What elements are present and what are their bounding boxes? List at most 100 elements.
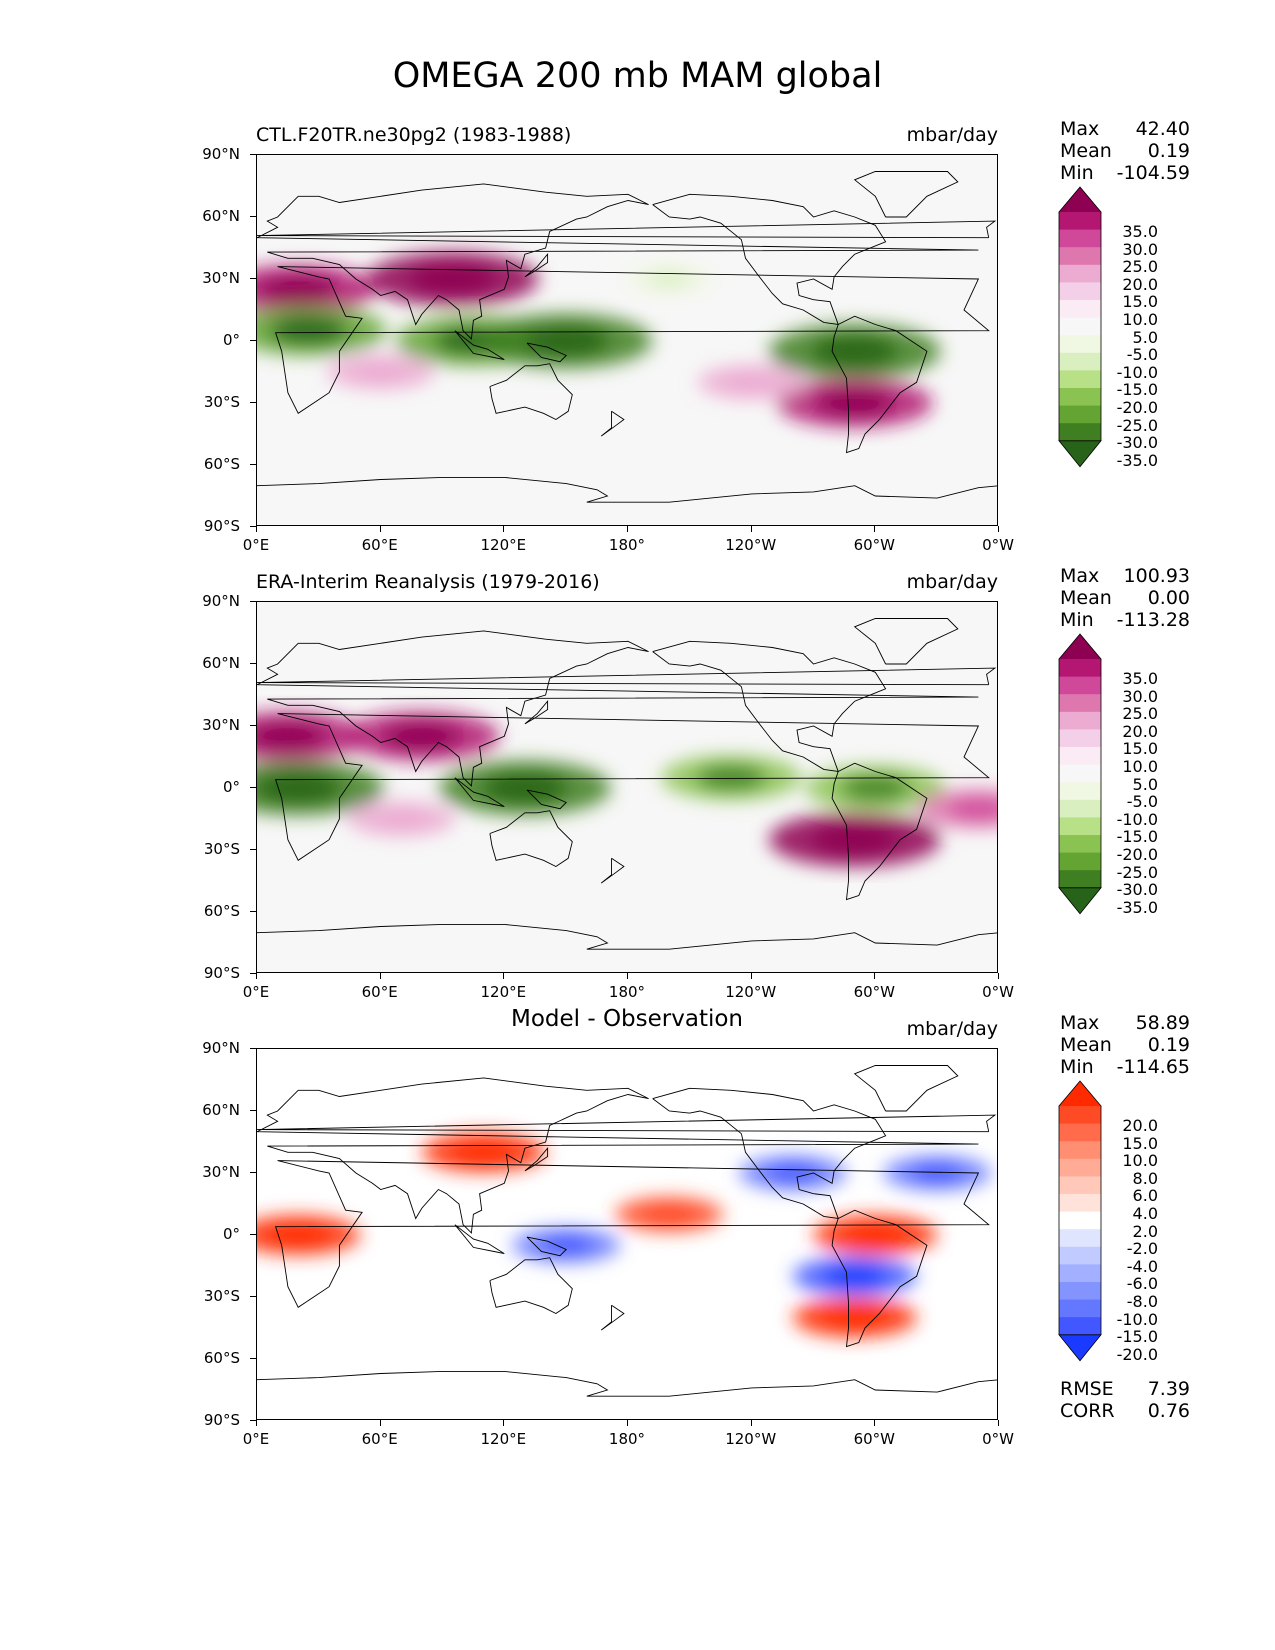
field-feature-core bbox=[823, 1306, 886, 1329]
panel-stats: Max 100.93 Mean 0.00 Min -113.28 bbox=[1060, 565, 1190, 631]
colorbar-label: 10.0 bbox=[1122, 310, 1158, 329]
colorbar-label: -30.0 bbox=[1116, 433, 1158, 453]
coastline bbox=[454, 1224, 505, 1255]
colorbar-label: 15.0 bbox=[1122, 292, 1158, 312]
x-tick-label: 60°W bbox=[853, 536, 895, 554]
colorbar-label: 6.0 bbox=[1132, 1186, 1158, 1206]
field-feature-core bbox=[539, 1235, 594, 1255]
y-tick-label: 60°N bbox=[202, 207, 240, 225]
colorbar-label: -10.0 bbox=[1116, 362, 1158, 382]
x-tick-mark bbox=[503, 1420, 505, 1426]
colorbar-segment bbox=[1059, 676, 1101, 695]
coastline bbox=[853, 1065, 959, 1112]
field-feature-core bbox=[724, 372, 779, 392]
colorbar-label: 2.0 bbox=[1132, 1221, 1158, 1241]
y-tick-mark bbox=[250, 1172, 256, 1173]
field-feature-core bbox=[811, 824, 898, 855]
coastline bbox=[489, 810, 573, 868]
colorbar-label: 20.0 bbox=[1122, 1116, 1158, 1135]
colorbar-container: 20.0 15.0 10.0 8.0 6.0 4.0 2.0 -2.0 -4.0 -6.0 -8.0… bbox=[1058, 1080, 1158, 1367]
y-tick-mark bbox=[250, 402, 256, 403]
colorbar-segment bbox=[1059, 799, 1101, 818]
stat-max: 58.89 bbox=[1135, 1012, 1190, 1034]
y-tick-mark bbox=[250, 601, 256, 602]
colorbar-segment bbox=[1059, 782, 1101, 801]
coastline bbox=[257, 183, 979, 340]
x-tick-label: 60°E bbox=[361, 536, 398, 554]
colorbar-label: 5.0 bbox=[1132, 327, 1158, 347]
colorbar-segment bbox=[1059, 1106, 1101, 1125]
stat-min-label: Min bbox=[1060, 1056, 1094, 1078]
stat-min: -113.28 bbox=[1116, 609, 1190, 631]
coastline bbox=[831, 315, 928, 454]
stat-mean: 0.00 bbox=[1147, 587, 1190, 609]
colorbar-segment bbox=[1059, 300, 1101, 319]
x-tick-mark bbox=[998, 973, 999, 979]
coastline bbox=[600, 1304, 625, 1331]
rmse-label: RMSE bbox=[1060, 1378, 1114, 1400]
coastline bbox=[274, 713, 990, 861]
field-feature-core bbox=[409, 263, 496, 295]
panel-units: mbar/day bbox=[906, 571, 998, 593]
y-tick-mark bbox=[250, 1358, 256, 1359]
coastline bbox=[524, 1146, 549, 1172]
x-tick-mark bbox=[627, 526, 628, 532]
y-tick-label: 30°N bbox=[202, 1163, 240, 1181]
colorbar-extend-top bbox=[1058, 633, 1102, 661]
colorbar-segment bbox=[1059, 729, 1101, 748]
rmse-value: 7.39 bbox=[1147, 1378, 1190, 1400]
colorbar-label: 8.0 bbox=[1132, 1168, 1158, 1188]
x-tick-label: 0°W bbox=[982, 536, 1014, 554]
panel-title: ERA-Interim Reanalysis (1979-2016) bbox=[256, 571, 600, 593]
field-feature-core bbox=[696, 765, 767, 791]
colorbar-label: -4.0 bbox=[1126, 1256, 1158, 1276]
coastline bbox=[274, 1160, 990, 1308]
x-tick-label: 60°E bbox=[361, 1430, 398, 1448]
colorbar-label: -15.0 bbox=[1116, 827, 1158, 847]
y-tick-label: 30°N bbox=[202, 269, 240, 287]
y-tick-label: 0° bbox=[222, 331, 240, 349]
colorbar-segment bbox=[1059, 1282, 1101, 1301]
y-tick-label: 60°N bbox=[202, 1101, 240, 1119]
stat-min-label: Min bbox=[1060, 162, 1094, 184]
colorbar-label: 5.0 bbox=[1132, 774, 1158, 794]
y-tick-mark bbox=[250, 1420, 256, 1421]
x-tick-label: 120°W bbox=[725, 536, 777, 554]
field-feature-core bbox=[481, 772, 568, 804]
y-tick-label: 90°N bbox=[202, 592, 240, 610]
panel-units: mbar/day bbox=[906, 124, 998, 146]
field-feature-core bbox=[815, 389, 894, 417]
y-tick-mark bbox=[250, 216, 256, 217]
x-tick-mark bbox=[503, 526, 505, 532]
colorbar-label: -35.0 bbox=[1116, 897, 1158, 917]
y-tick-label: 60°N bbox=[202, 654, 240, 672]
x-tick-mark bbox=[750, 973, 752, 979]
x-tick-label: 0°E bbox=[242, 983, 270, 1001]
x-tick-label: 60°W bbox=[853, 983, 895, 1001]
field-feature-core bbox=[811, 336, 898, 367]
colorbar-segment bbox=[1059, 1211, 1101, 1230]
x-tick-label: 120°W bbox=[725, 983, 777, 1001]
y-tick-label: 90°N bbox=[202, 145, 240, 163]
x-tick-mark bbox=[874, 1420, 876, 1426]
coastline bbox=[652, 640, 887, 773]
y-tick-mark bbox=[250, 849, 256, 850]
coastline bbox=[489, 1257, 573, 1315]
colorbar-label: -35.0 bbox=[1116, 450, 1158, 470]
colorbar-label: 10.0 bbox=[1122, 1151, 1158, 1171]
x-tick-label: 120°E bbox=[480, 983, 527, 1001]
y-tick-label: 90°S bbox=[203, 517, 240, 535]
colorbar-label: -20.0 bbox=[1116, 845, 1158, 864]
colorbar-segment bbox=[1059, 370, 1101, 389]
coastline bbox=[524, 252, 549, 278]
x-tick-label: 0°W bbox=[982, 983, 1014, 1001]
colorbar-label: -20.0 bbox=[1116, 398, 1158, 417]
field-feature-core bbox=[257, 722, 327, 751]
y-tick-label: 30°S bbox=[203, 1287, 240, 1305]
colorbar-segment bbox=[1059, 1229, 1101, 1248]
coastline bbox=[526, 342, 567, 363]
colorbar-label: 15.0 bbox=[1122, 739, 1158, 759]
stat-mean: 0.19 bbox=[1147, 1034, 1190, 1056]
colorbar-segment bbox=[1059, 852, 1101, 871]
panel-stats: Max 58.89 Mean 0.19 Min -114.65 bbox=[1060, 1012, 1190, 1078]
